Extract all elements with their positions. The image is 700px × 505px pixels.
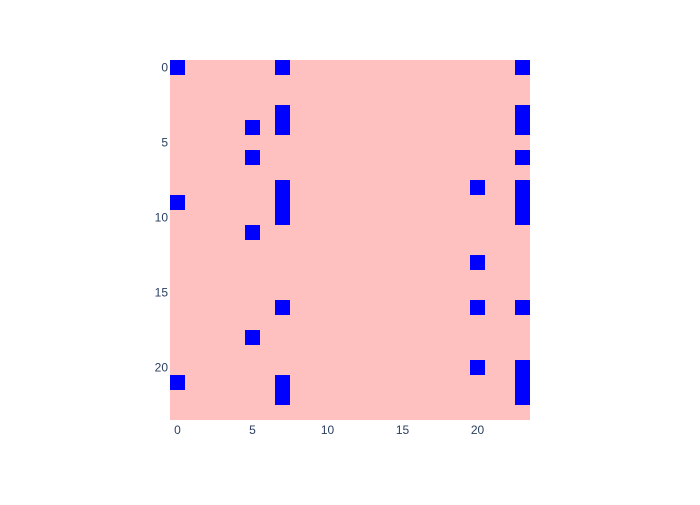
heatmap-cell — [470, 300, 485, 315]
x-tick-label: 20 — [471, 423, 485, 437]
heatmap-cell — [515, 375, 530, 390]
heatmap-cell — [515, 360, 530, 375]
heatmap-cell — [515, 120, 530, 135]
heatmap-cell — [170, 375, 185, 390]
heatmap-cell — [515, 210, 530, 225]
heatmap-cell — [275, 195, 290, 210]
y-axis-ticks: 0 5 10 15 20 — [155, 61, 169, 375]
heatmap-cell — [515, 105, 530, 120]
heatmap-cell — [275, 120, 290, 135]
x-axis-ticks: 0 5 10 15 20 — [174, 423, 484, 437]
heatmap-cell — [275, 180, 290, 195]
heatmap-cell — [275, 390, 290, 405]
heatmap-cell — [470, 360, 485, 375]
heatmap-cell — [275, 105, 290, 120]
heatmap-cell — [245, 150, 260, 165]
y-tick-label: 10 — [155, 211, 169, 225]
x-tick-label: 15 — [396, 423, 410, 437]
heatmap-cell — [245, 330, 260, 345]
heatmap-cell — [275, 210, 290, 225]
x-tick-label: 5 — [249, 423, 256, 437]
heatmap-cell — [170, 195, 185, 210]
heatmap-cell — [515, 60, 530, 75]
heatmap-cell — [515, 390, 530, 405]
y-tick-label: 0 — [161, 61, 168, 75]
y-tick-label: 5 — [161, 136, 168, 150]
heatmap-cell — [245, 225, 260, 240]
heatmap-cell — [515, 300, 530, 315]
heatmap-cell — [275, 60, 290, 75]
heatmap-cell — [515, 195, 530, 210]
heatmap-cell — [470, 255, 485, 270]
x-tick-label: 0 — [174, 423, 181, 437]
heatmap-cell — [275, 375, 290, 390]
heatmap-cells — [170, 60, 530, 405]
heatmap-cell — [170, 60, 185, 75]
heatmap-cell — [275, 300, 290, 315]
heatmap-cell — [515, 150, 530, 165]
heatmap-cell — [515, 180, 530, 195]
y-tick-label: 15 — [155, 286, 169, 300]
heatmap-cell — [470, 180, 485, 195]
heatmap-cell — [245, 120, 260, 135]
y-tick-label: 20 — [155, 361, 169, 375]
x-tick-label: 10 — [321, 423, 335, 437]
